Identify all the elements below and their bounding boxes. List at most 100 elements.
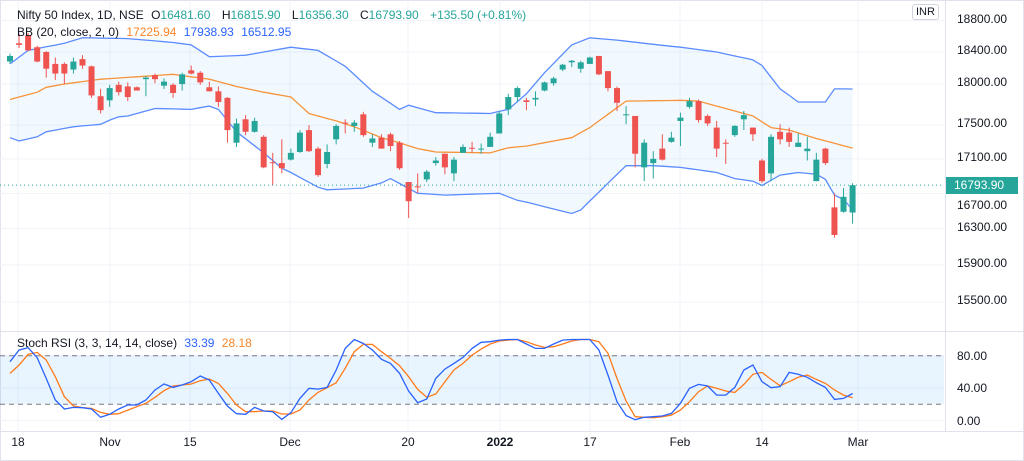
candle [197,71,204,85]
stoch-d-line [9,338,853,419]
price-pane[interactable] [0,0,944,331]
time-axis-label: Feb [669,435,691,449]
bollinger-upper-line [9,37,853,115]
candle-body [351,122,358,126]
candle-body [804,148,811,152]
price-axis-label: 18400.00 [957,42,1008,57]
candle-body [704,115,711,124]
candle-body [61,63,68,74]
price-axis-label: 16700.00 [957,198,1008,212]
time-axis-label: 2022 [486,435,514,449]
candle [296,130,303,153]
candle [378,134,385,149]
candle-body [550,78,557,84]
candle-body [777,131,784,140]
candle-body [333,125,340,140]
candle-body [523,100,530,102]
time-axis-label: 15 [183,435,197,449]
candle-body [559,64,566,70]
bb-title[interactable]: BB (20, close, 2, 0) [17,25,120,39]
candle-body [668,137,675,142]
high-label: H [221,8,231,22]
stoch-axis-label: 0.00 [957,413,981,428]
candle [786,127,793,147]
change-value: +135.50 (+0.81%) [430,8,527,22]
candle [351,120,358,132]
candle [505,93,512,116]
candle-body [278,163,285,169]
candle [614,86,621,112]
candle [369,134,376,147]
stoch-title[interactable]: Stoch RSI (3, 3, 14, 14, close) [17,336,178,350]
candle-body [786,132,793,142]
time-axis-label: 14 [755,435,769,449]
bollinger-lower-line [9,105,854,215]
symbol-title[interactable]: Nifty 50 Index, 1D, NSE [17,8,144,22]
candle-body [496,113,503,134]
candle-body [686,101,693,107]
candle [133,86,140,91]
candle [423,169,430,183]
time-axis-separator [0,431,1024,432]
price-axis[interactable] [945,0,1024,431]
candle-body [124,86,131,98]
candle-body [161,81,168,86]
price-axis-label: 17100.00 [957,149,1008,164]
candle [151,73,158,84]
candle [179,72,186,91]
candle-body [305,130,312,152]
candle-body [469,147,476,149]
candle-body [632,115,639,154]
price-axis-label: 16300.00 [957,219,1008,234]
stoch-axis-label: 80.00 [957,348,988,363]
pane-separator[interactable] [0,331,1024,332]
candle [305,125,312,153]
currency-button[interactable]: INR [912,4,939,20]
candle-body [206,87,213,92]
stoch-rsi-pane[interactable] [0,332,944,431]
candle [387,132,394,152]
price-gridlines [0,0,944,331]
candle-body [43,51,50,69]
candle-body [505,97,512,110]
candle-body [432,160,439,164]
time-axis-label: 20 [401,435,415,449]
candle-body [532,97,539,100]
candle-body [260,136,267,168]
candle-body [296,132,303,153]
candle-body [514,88,521,98]
candle-body [7,55,13,62]
candle-body [251,120,258,132]
candle [541,81,548,92]
candle-body [450,159,457,174]
candle-body [423,171,430,180]
candle [686,97,693,109]
candle-body [188,70,195,74]
symbol-legend: Nifty 50 Index, 1D, NSE O16481.60 H16815… [17,8,530,22]
candle [487,132,494,147]
candle [641,139,648,182]
bb-lower-value: 16512.95 [241,25,292,39]
candle [822,147,829,165]
candle [269,152,276,186]
candle-body [650,158,657,164]
candle [441,153,448,175]
candle [7,53,13,64]
candle-body [224,97,231,131]
candle-body [441,153,448,168]
candle-body [242,119,249,132]
candle [106,84,113,107]
candle-body [106,88,113,101]
candle [532,91,539,107]
open-label: O [151,8,161,22]
price-axis-label: 18000.00 [957,75,1008,90]
candle [650,151,657,179]
candle [315,146,322,177]
bb-basis-value: 17225.94 [126,25,177,39]
close-label: C [360,8,369,22]
candle-body [324,152,331,164]
candle-body [342,122,349,124]
candle [97,88,104,114]
candle [188,65,195,75]
candle-body [840,196,847,212]
